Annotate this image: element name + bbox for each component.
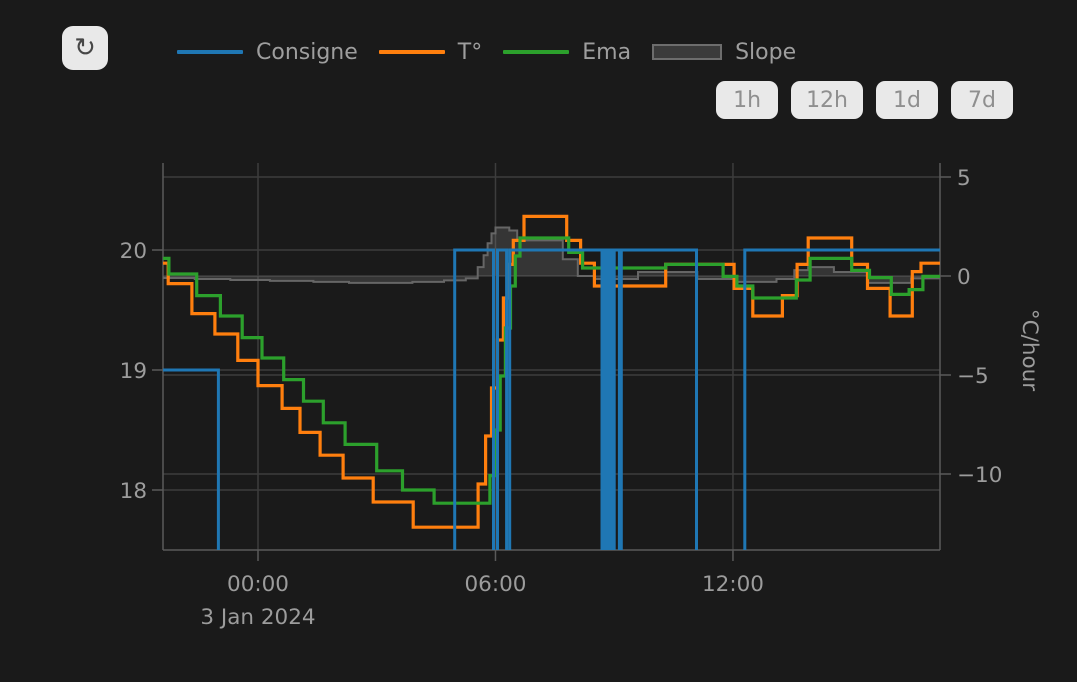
y-right-tick-label: 0 (957, 265, 971, 290)
legend-swatch-line (378, 50, 445, 54)
axes (152, 163, 951, 561)
y-right-tick-label: −10 (957, 463, 1002, 488)
range-button-1d[interactable]: 1d (876, 81, 938, 119)
legend: Consigne T° Ema Slope (177, 38, 796, 66)
range-button-1h[interactable]: 1h (716, 81, 779, 119)
x-tick-label: 06:00 (464, 572, 526, 597)
legend-item-consigne[interactable]: Consigne (177, 40, 358, 65)
x-axis-date-label: 3 Jan 2024 (200, 605, 315, 630)
range-buttons: 1h 12h 1d 7d (716, 81, 1013, 119)
y-left-tick-label: 18 (120, 479, 147, 504)
y-right-axis-title: °C/hour (1017, 309, 1042, 391)
legend-item-t[interactable]: T° (378, 39, 483, 65)
range-button-7d[interactable]: 7d (951, 81, 1013, 119)
legend-label: Consigne (256, 39, 358, 65)
series-slope-line (163, 226, 940, 284)
legend-item-ema[interactable]: Ema (503, 40, 631, 65)
legend-swatch-line (177, 50, 243, 54)
refresh-button[interactable]: ↻ (62, 26, 108, 70)
x-tick-label: 12:00 (702, 572, 764, 597)
series-slope-area (163, 227, 940, 283)
x-tick-label: 00:00 (227, 572, 289, 597)
legend-item-slope[interactable]: Slope (652, 40, 796, 65)
series-consigne-line (163, 248, 940, 550)
refresh-icon: ↻ (74, 33, 96, 63)
y-right-tick-label: −5 (957, 364, 989, 389)
legend-label: T° (457, 39, 483, 65)
y-left-tick-label: 20 (120, 239, 147, 264)
range-button-12h[interactable]: 12h (791, 81, 863, 119)
y-left-tick-label: 19 (120, 359, 147, 384)
y-right-tick-label: 5 (957, 166, 971, 191)
legend-label: Slope (735, 39, 797, 65)
series-group (163, 214, 940, 550)
legend-swatch-area (652, 44, 723, 60)
legend-swatch-line (503, 50, 570, 54)
legend-label: Ema (582, 39, 632, 65)
